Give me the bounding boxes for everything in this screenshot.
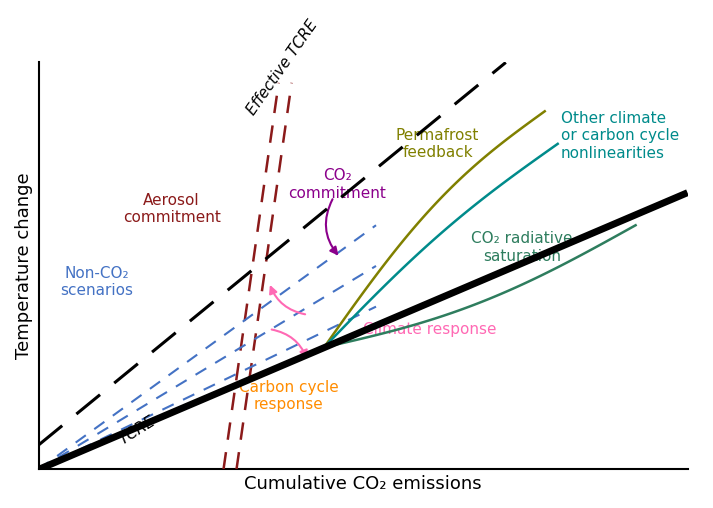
Text: CO₂
commitment: CO₂ commitment [288,168,386,201]
Text: TCRE: TCRE [116,413,158,447]
Y-axis label: Temperature change: Temperature change [15,173,33,359]
X-axis label: Cumulative CO₂ emissions: Cumulative CO₂ emissions [245,475,482,493]
Text: Permafrost
feedback: Permafrost feedback [396,128,479,160]
Text: Carbon cycle
response: Carbon cycle response [239,380,338,412]
Text: Non-CO₂
scenarios: Non-CO₂ scenarios [61,266,133,298]
Text: Other climate
or carbon cycle
nonlinearities: Other climate or carbon cycle nonlineari… [561,111,679,161]
Text: Aerosol
commitment: Aerosol commitment [123,193,220,225]
Text: Effective TCRE: Effective TCRE [244,17,320,117]
Text: Climate response: Climate response [363,322,496,336]
Text: CO₂ radiative
saturation: CO₂ radiative saturation [471,232,573,264]
